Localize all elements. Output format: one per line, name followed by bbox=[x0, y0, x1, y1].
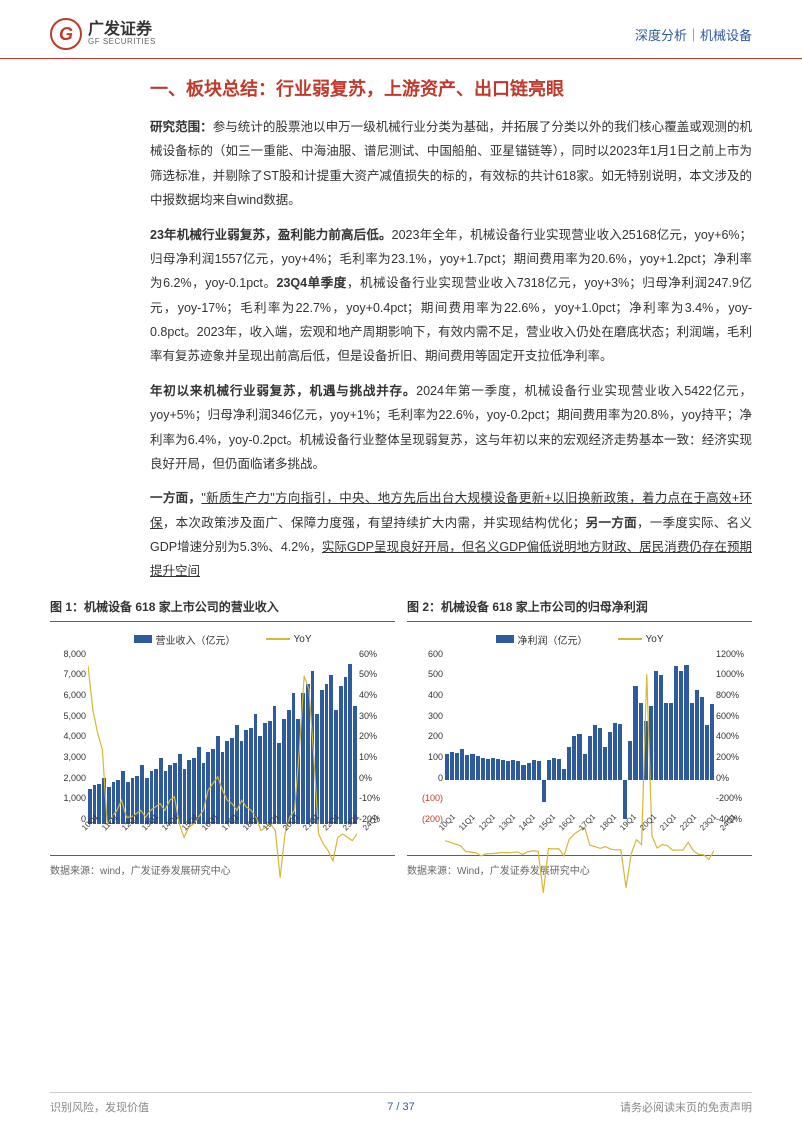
content: 一、板块总结：行业弱复苏，上游资产、出口链亮眼 研究范围：参与统计的股票池以申万… bbox=[0, 59, 802, 879]
p4-lead: 一方面， bbox=[150, 491, 201, 505]
charts-row: 图 1：机械设备 618 家上市公司的营业收入 营业收入（亿元） YoY bbox=[50, 594, 752, 879]
logo: G 广发证券 GF SECURITIES bbox=[50, 18, 156, 50]
chart1-legend-line: YoY bbox=[266, 632, 312, 647]
page-header: G 广发证券 GF SECURITIES 深度分析｜机械设备 bbox=[0, 0, 802, 59]
chart2-legend: 净利润（亿元） YoY bbox=[407, 626, 752, 649]
chart1-area: 营业收入（亿元） YoY 8,0007,0006,0005,0004,0003,… bbox=[50, 626, 395, 856]
chart1-plot: 8,0007,0006,0005,0004,0003,0002,0001,000… bbox=[58, 649, 387, 824]
page-footer: 识别风险，发现价值 7 / 37 请务必阅读末页的免责声明 bbox=[50, 1092, 752, 1115]
p3-lead: 年初以来机械行业弱复苏，机遇与挑战并存。 bbox=[150, 384, 416, 398]
chart2-y-right: 1200%1000%800%600%400%200%0%-200%-400% bbox=[716, 649, 750, 824]
chart2-legend-line: YoY bbox=[618, 632, 664, 647]
p2-bold2: 23Q4单季度 bbox=[277, 276, 347, 290]
p2-lead: 23年机械行业弱复苏，盈利能力前高后低。 bbox=[150, 228, 392, 242]
paragraph-2: 23年机械行业弱复苏，盈利能力前高后低。2023年全年，机械设备行业实现营业收入… bbox=[50, 223, 752, 369]
chart2-x-axis: 10Q111Q112Q113Q114Q115Q116Q117Q118Q119Q1… bbox=[407, 824, 752, 835]
line-swatch-icon bbox=[618, 638, 642, 640]
chart1-legend-bar-label: 营业收入（亿元） bbox=[156, 632, 236, 647]
page: G 广发证券 GF SECURITIES 深度分析｜机械设备 一、板块总结：行业… bbox=[0, 0, 802, 1133]
p4-bold2: 另一方面 bbox=[585, 516, 637, 530]
footer-left: 识别风险，发现价值 bbox=[50, 1099, 149, 1115]
logo-en: GF SECURITIES bbox=[88, 38, 156, 46]
logo-text: 广发证券 GF SECURITIES bbox=[88, 22, 156, 46]
chart1-legend-line-label: YoY bbox=[294, 634, 312, 645]
footer-right: 请务必阅读末页的免责声明 bbox=[620, 1099, 752, 1115]
p4-text1: ，本次政策涉及面广、保障力度强，有望持续扩大内需，并实现结构优化； bbox=[163, 516, 586, 530]
chart2-y-left: 6005004003002001000(100)(200) bbox=[409, 649, 443, 824]
chart1-legend: 营业收入（亿元） YoY bbox=[50, 626, 395, 649]
chart1-y-right: 60%50%40%30%20%10%0%-10%-20% bbox=[359, 649, 393, 824]
footer-page-number: 7 / 37 bbox=[387, 1101, 415, 1113]
logo-cn: 广发证券 bbox=[88, 22, 156, 38]
section-title: 一、板块总结：行业弱复苏，上游资产、出口链亮眼 bbox=[50, 75, 752, 101]
chart1-bars bbox=[88, 649, 357, 824]
bar-swatch-icon bbox=[134, 635, 152, 643]
bar-swatch-icon bbox=[496, 635, 514, 643]
chart1-source: 数据来源：wind，广发证券发展研究中心 bbox=[50, 856, 395, 879]
chart2-legend-line-label: YoY bbox=[646, 634, 664, 645]
chart2-title: 图 2：机械设备 618 家上市公司的归母净利润 bbox=[407, 594, 752, 622]
chart2-bars bbox=[445, 649, 714, 824]
p1-text: 参与统计的股票池以申万一级机械行业分类为基础，并拓展了分类以外的我们核心覆盖或观… bbox=[150, 120, 752, 207]
paragraph-4: 一方面，"新质生产力"方向指引，中央、地方先后出台大规模设备更新+以旧换新政策，… bbox=[50, 486, 752, 584]
chart2-legend-bar-label: 净利润（亿元） bbox=[518, 632, 588, 647]
chart-2: 图 2：机械设备 618 家上市公司的归母净利润 净利润（亿元） YoY bbox=[407, 594, 752, 879]
paragraph-3: 年初以来机械行业弱复苏，机遇与挑战并存。2024年第一季度，机械设备行业实现营业… bbox=[50, 379, 752, 477]
paragraph-1: 研究范围：参与统计的股票池以申万一级机械行业分类为基础，并拓展了分类以外的我们核… bbox=[50, 115, 752, 213]
chart2-plot-inner bbox=[445, 649, 714, 824]
chart1-y-left: 8,0007,0006,0005,0004,0003,0002,0001,000… bbox=[52, 649, 86, 824]
p1-lead: 研究范围： bbox=[150, 120, 213, 134]
header-category: 深度分析｜机械设备 bbox=[635, 25, 752, 44]
chart1-plot-inner bbox=[88, 649, 357, 824]
chart2-plot: 6005004003002001000(100)(200) 1200%1000%… bbox=[415, 649, 744, 824]
chart1-x-axis: 10Q111Q112Q113Q114Q115Q116Q117Q118Q119Q1… bbox=[50, 824, 395, 835]
line-swatch-icon bbox=[266, 638, 290, 640]
logo-icon: G bbox=[50, 18, 82, 50]
chart2-legend-bar: 净利润（亿元） bbox=[496, 632, 588, 647]
chart-1: 图 1：机械设备 618 家上市公司的营业收入 营业收入（亿元） YoY bbox=[50, 594, 395, 879]
chart1-title: 图 1：机械设备 618 家上市公司的营业收入 bbox=[50, 594, 395, 622]
chart1-legend-bar: 营业收入（亿元） bbox=[134, 632, 236, 647]
chart2-source: 数据来源：Wind，广发证券发展研究中心 bbox=[407, 856, 752, 879]
chart2-area: 净利润（亿元） YoY 6005004003002001000(100)(200… bbox=[407, 626, 752, 856]
